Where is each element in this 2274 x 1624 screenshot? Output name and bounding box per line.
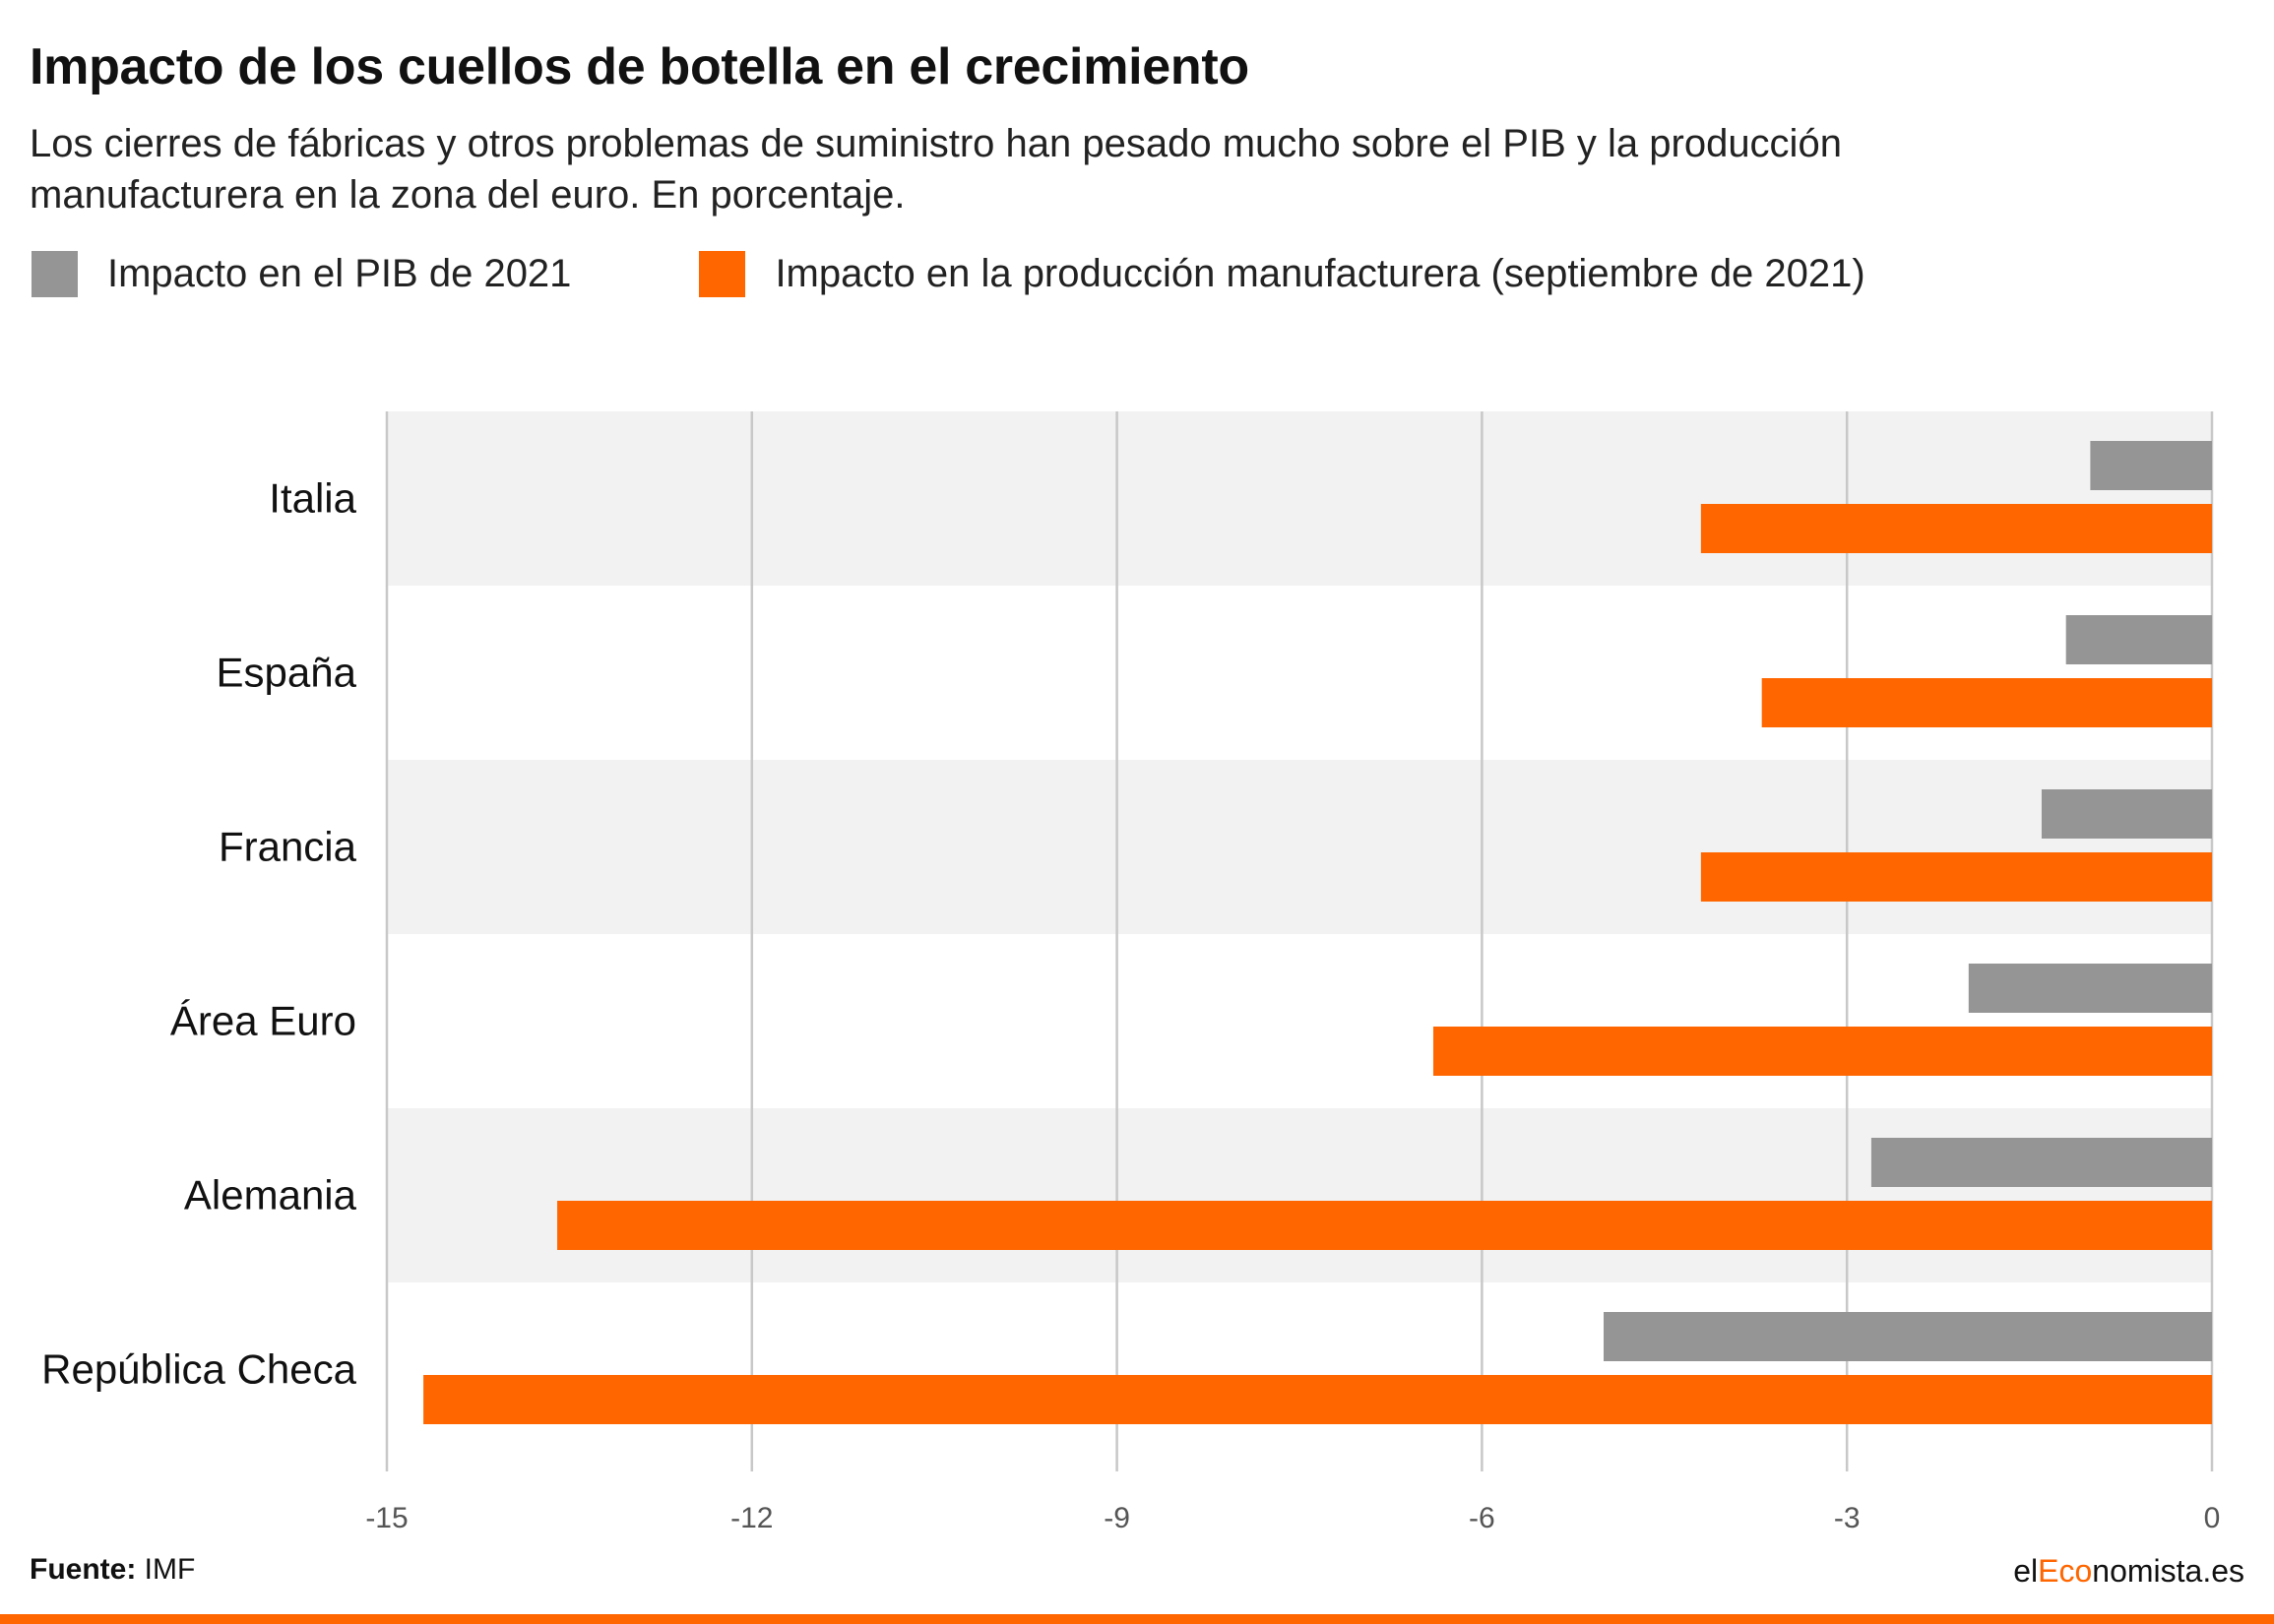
- category-label-1: España: [217, 650, 357, 696]
- legend: Impacto en el PIB de 2021 Impacto en la …: [32, 244, 1993, 303]
- chart-subtitle: Los cierres de fábricas y otros problema…: [30, 122, 1842, 217]
- category-label-5: República Checa: [41, 1346, 357, 1393]
- source-note: Fuente: IMF: [30, 1553, 195, 1587]
- category-label-2: Francia: [219, 824, 357, 870]
- x-tick-label-5: 0: [2204, 1502, 2221, 1534]
- chart-title: Impacto de los cuellos de botella en el …: [30, 38, 1249, 95]
- x-tick-label-3: -6: [1469, 1502, 1495, 1534]
- category-label-4: Alemania: [184, 1172, 357, 1218]
- bar-gdp-3: [1968, 964, 2212, 1013]
- bottom-accent-bar: [0, 1614, 2274, 1624]
- bar-gdp-0: [2090, 441, 2212, 490]
- x-tick-label-0: -15: [365, 1502, 408, 1534]
- legend-item-gdp: Impacto en el PIB de 2021: [32, 250, 572, 297]
- bar-gdp-1: [2065, 615, 2212, 664]
- x-tick-label-4: -3: [1834, 1502, 1861, 1534]
- x-tick-label-2: -9: [1104, 1502, 1130, 1534]
- category-label-0: Italia: [269, 475, 356, 522]
- brand-suffix: nomista.es: [2092, 1553, 2244, 1589]
- bar-gdp-5: [1604, 1312, 2212, 1361]
- bar-manufacturing-1: [1761, 678, 2212, 727]
- legend-swatch-gdp: [32, 250, 78, 297]
- bar-manufacturing-3: [1432, 1027, 2212, 1076]
- legend-item-manufacturing: Impacto en la producción manufacturera (…: [699, 250, 1865, 297]
- source-label: Fuente:: [30, 1553, 137, 1586]
- row-band-4: [387, 1108, 2212, 1282]
- bar-manufacturing-5: [423, 1375, 2213, 1424]
- brand-accent: Eco: [2038, 1553, 2093, 1589]
- bar-manufacturing-0: [1700, 504, 2212, 553]
- bar-gdp-2: [2041, 789, 2212, 839]
- brand-prefix: el: [2013, 1553, 2039, 1589]
- bar-manufacturing-2: [1700, 852, 2212, 902]
- legend-label-gdp: Impacto en el PIB de 2021: [107, 251, 572, 295]
- brand-logo: elEconomista.es: [2013, 1553, 2244, 1590]
- bar-chart: -15 -12 -9 -6 -3 0 Italia España Francia Área Eur…: [41, 411, 2221, 1534]
- bar-gdp-4: [1870, 1138, 2212, 1187]
- x-tick-label-1: -12: [730, 1502, 773, 1534]
- source-value: IMF: [144, 1553, 196, 1586]
- bar-manufacturing-4: [557, 1201, 2212, 1250]
- row-band-0: [387, 411, 2212, 586]
- category-label-3: Área Euro: [170, 998, 356, 1044]
- row-band-2: [387, 760, 2212, 934]
- legend-swatch-manufacturing: [699, 250, 746, 297]
- legend-label-manufacturing: Impacto en la producción manufacturera (…: [775, 251, 1865, 295]
